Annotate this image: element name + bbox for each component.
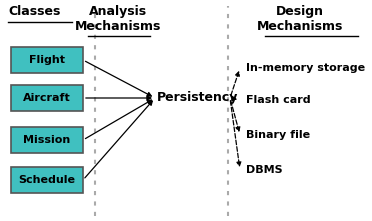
FancyBboxPatch shape <box>11 127 83 153</box>
Text: Design
Mechanisms: Design Mechanisms <box>257 5 343 33</box>
Text: Mission: Mission <box>23 135 71 145</box>
FancyBboxPatch shape <box>11 85 83 111</box>
Text: Flight: Flight <box>29 55 65 65</box>
Text: Aircraft: Aircraft <box>23 93 71 103</box>
Text: Schedule: Schedule <box>19 175 76 185</box>
Text: Analysis
Mechanisms: Analysis Mechanisms <box>75 5 161 33</box>
FancyBboxPatch shape <box>11 167 83 193</box>
Text: DBMS: DBMS <box>246 165 283 175</box>
Text: Binary file: Binary file <box>246 130 310 140</box>
Text: In-memory storage: In-memory storage <box>246 63 365 73</box>
Text: Classes: Classes <box>8 5 60 18</box>
Text: Flash card: Flash card <box>246 95 311 105</box>
Text: Persistency: Persistency <box>157 91 238 105</box>
FancyBboxPatch shape <box>11 47 83 73</box>
